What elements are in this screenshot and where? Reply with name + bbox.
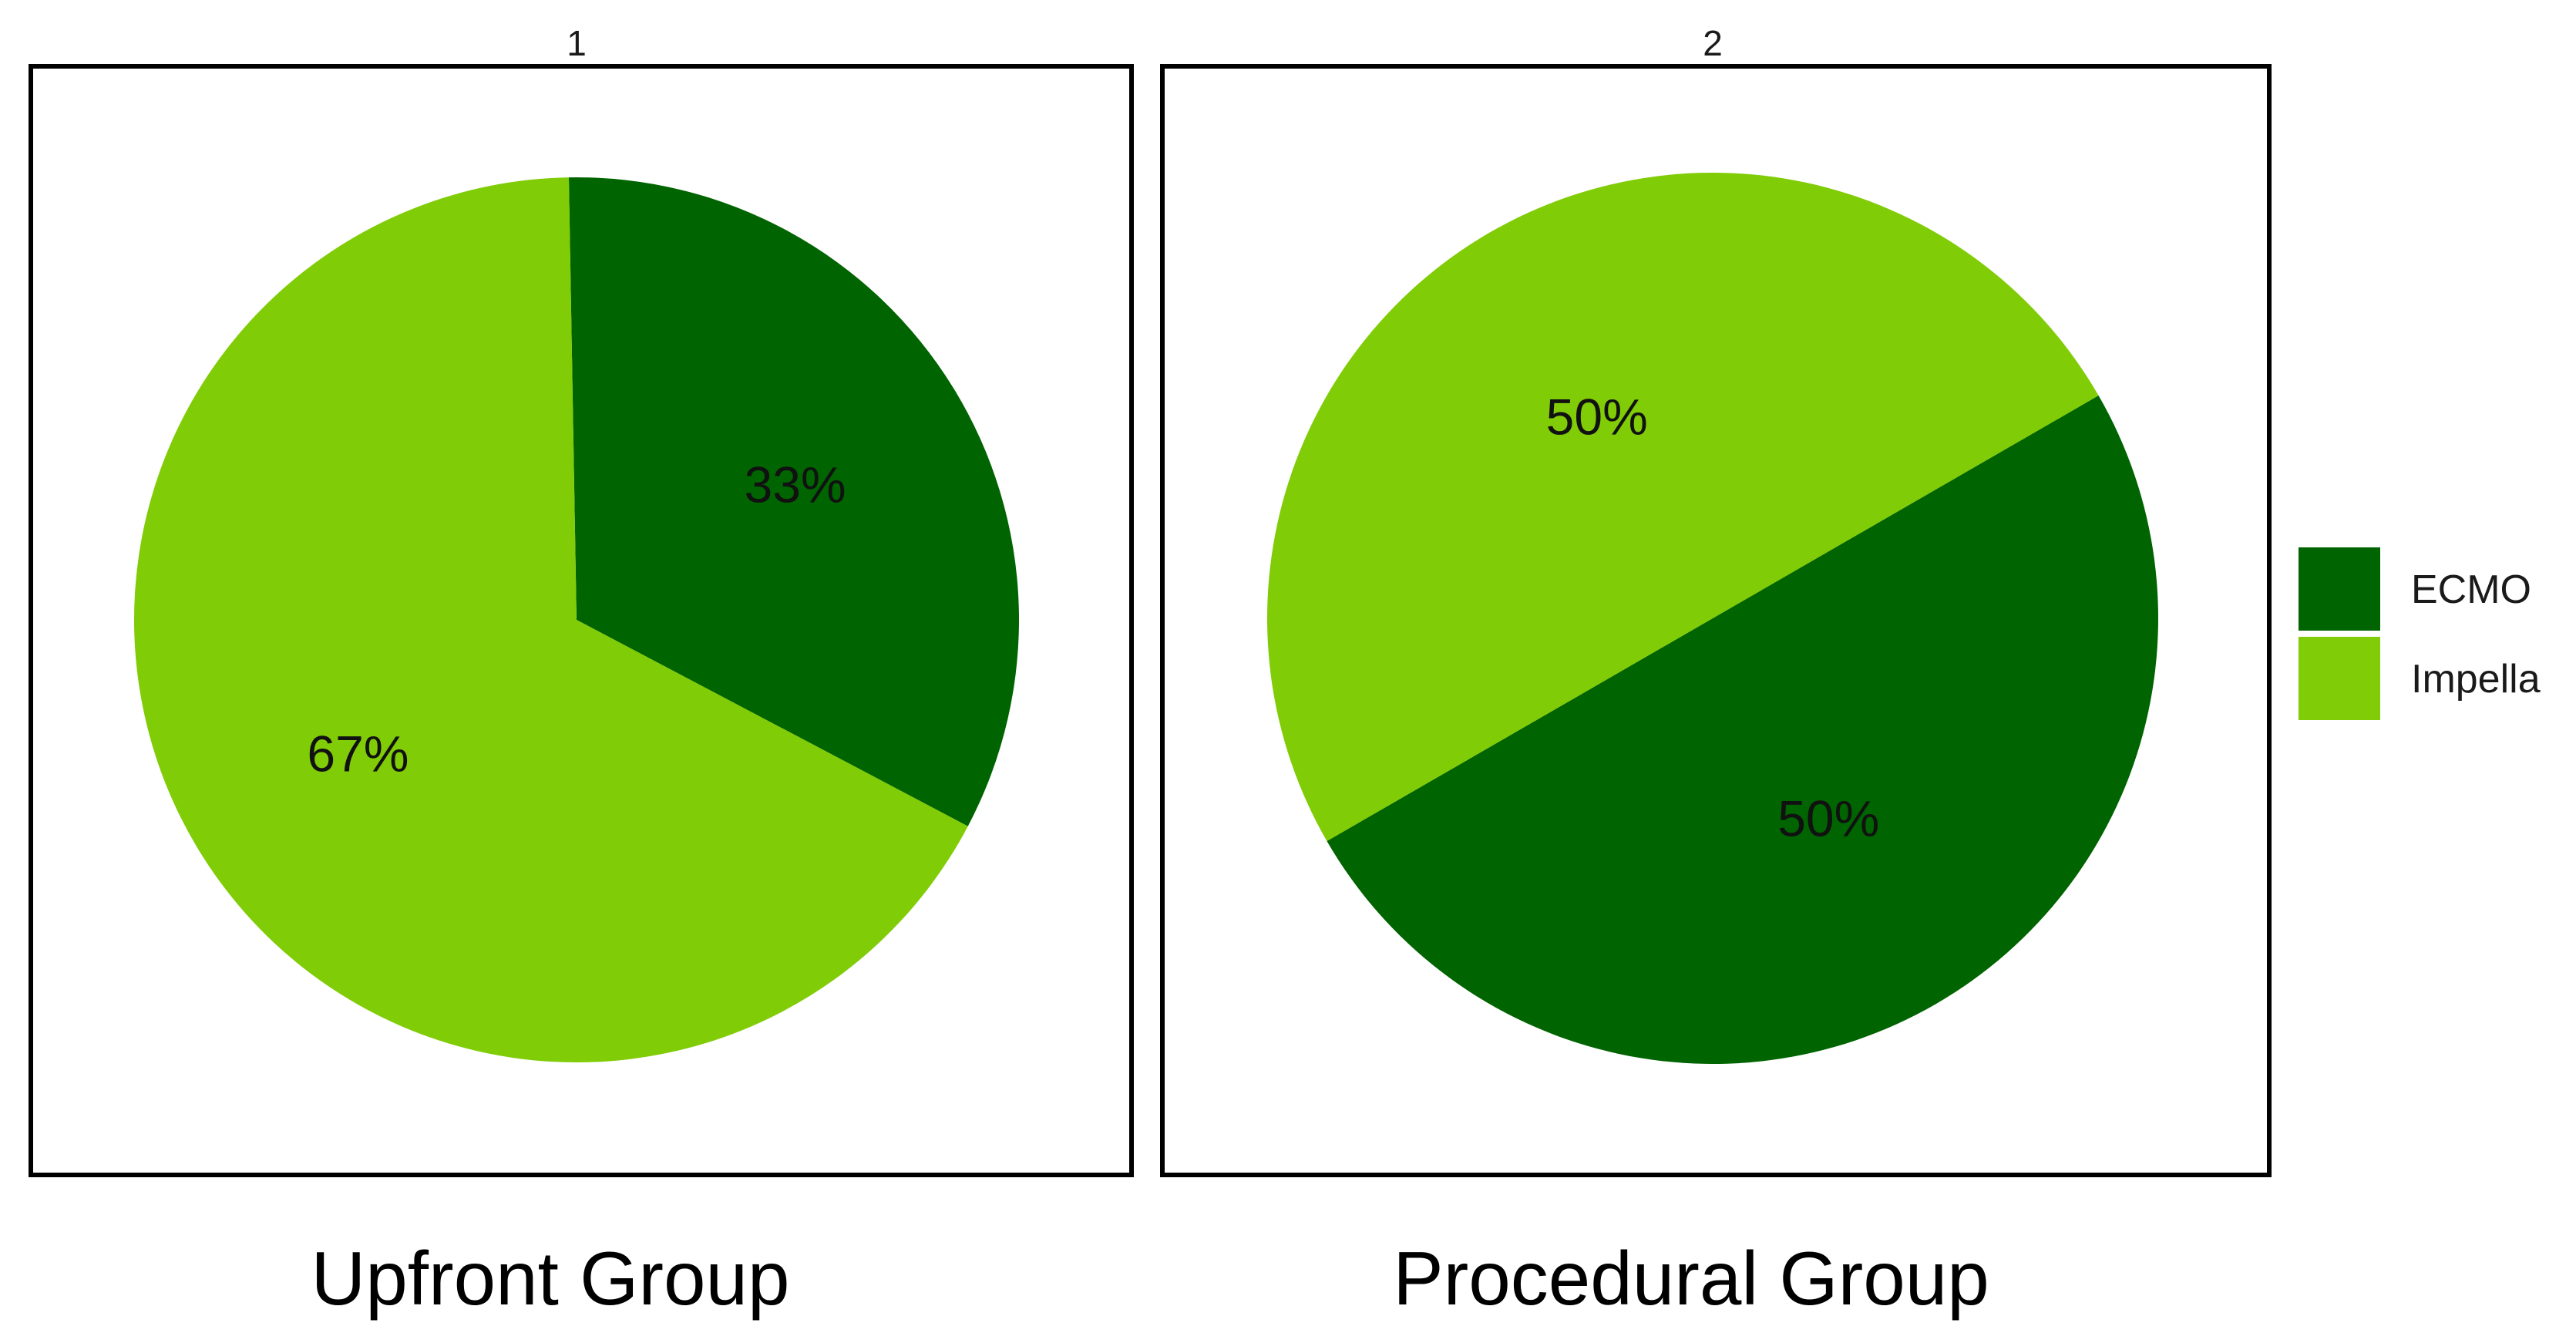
legend-swatch-ecmo bbox=[2299, 547, 2380, 631]
panel-2-strip-label: 2 bbox=[1703, 23, 1723, 63]
panel-1-slice-impella bbox=[134, 177, 968, 1063]
panel-2-caption: Procedural Group bbox=[1393, 1236, 1989, 1321]
panel-1-slice-label-ecmo: 33% bbox=[745, 456, 846, 513]
panel-1-slice-ecmo bbox=[568, 177, 1020, 826]
legend: ECMO Impella bbox=[2299, 547, 2541, 720]
legend-label-impella: Impella bbox=[2411, 657, 2541, 702]
panel-1-caption: Upfront Group bbox=[311, 1236, 790, 1321]
panel-1-slice-label-impella: 67% bbox=[307, 725, 409, 782]
panel-2-border bbox=[1160, 64, 2272, 1177]
panel-2-slice-ecmo bbox=[1327, 395, 2158, 1065]
panel-2: 2 50% 50% Procedural Group bbox=[1160, 23, 2272, 1321]
panel-1: 1 33% 67% Upfront Group bbox=[29, 23, 1134, 1321]
panel-1-strip-label: 1 bbox=[567, 23, 587, 63]
panel-1-border bbox=[29, 64, 1134, 1177]
legend-label-ecmo: ECMO bbox=[2411, 567, 2531, 612]
panel-1-pie: 33% 67% bbox=[134, 177, 1020, 1063]
panel-2-pie: 50% 50% bbox=[1267, 172, 2158, 1065]
panel-2-slice-label-ecmo: 50% bbox=[1777, 789, 1879, 847]
panel-2-slice-impella bbox=[1267, 172, 2099, 841]
legend-swatch-impella bbox=[2299, 637, 2380, 720]
panel-2-slice-label-impella: 50% bbox=[1546, 389, 1648, 446]
